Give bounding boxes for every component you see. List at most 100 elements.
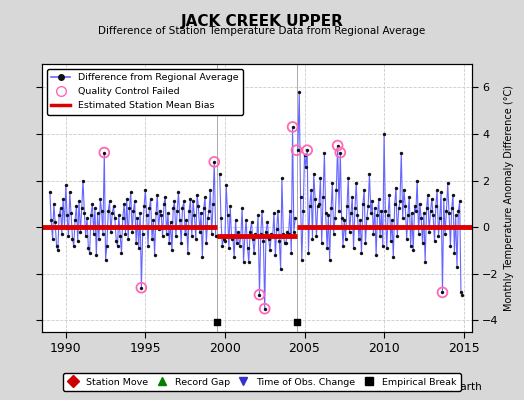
Point	[299, 208, 308, 214]
Point	[220, 236, 228, 242]
Point	[279, 231, 288, 237]
Y-axis label: Monthly Temperature Anomaly Difference (°C): Monthly Temperature Anomaly Difference (…	[504, 85, 514, 311]
Point	[201, 194, 209, 200]
Point	[408, 210, 416, 216]
Point	[182, 217, 191, 223]
Point	[347, 210, 355, 216]
Point	[246, 228, 254, 235]
Point	[340, 217, 348, 223]
Point	[381, 208, 389, 214]
Point	[138, 231, 147, 237]
Point	[239, 259, 248, 265]
Point	[153, 191, 161, 198]
Point	[143, 212, 151, 219]
Point	[252, 231, 260, 237]
Point	[169, 205, 178, 212]
Point	[327, 205, 335, 212]
Legend: Difference from Regional Average, Quality Control Failed, Estimated Station Mean: Difference from Regional Average, Qualit…	[47, 69, 243, 115]
Point	[209, 201, 217, 207]
Point	[67, 210, 75, 216]
Point	[412, 208, 420, 214]
Point	[303, 147, 311, 154]
Point	[389, 254, 398, 261]
Point	[217, 215, 225, 221]
Point	[302, 163, 310, 170]
Point	[161, 194, 169, 200]
Point	[262, 228, 270, 235]
Point	[255, 292, 264, 298]
Point	[307, 187, 315, 193]
Point	[173, 208, 181, 214]
Point	[271, 252, 280, 258]
Point	[88, 201, 96, 207]
Point	[282, 240, 290, 247]
Point	[107, 228, 115, 235]
Point	[357, 250, 366, 256]
Point	[232, 217, 240, 223]
Point	[407, 242, 415, 249]
Point	[287, 250, 296, 256]
Point	[247, 219, 256, 226]
Point	[265, 236, 273, 242]
Point	[148, 236, 156, 242]
Point	[116, 233, 124, 240]
Point	[170, 198, 179, 205]
Point	[78, 205, 86, 212]
Point	[200, 205, 208, 212]
Point	[292, 147, 301, 154]
Point	[428, 196, 436, 202]
Point	[215, 170, 224, 177]
Point	[268, 233, 277, 240]
Point	[285, 231, 293, 237]
Point	[345, 228, 354, 235]
Point	[233, 240, 241, 247]
Point	[454, 208, 463, 214]
Point	[361, 240, 369, 247]
Point	[344, 175, 353, 181]
Point	[429, 212, 438, 219]
Text: JACK CREEK UPPER: JACK CREEK UPPER	[181, 14, 343, 29]
Point	[128, 228, 136, 235]
Point	[104, 208, 113, 214]
Point	[427, 208, 435, 214]
Point	[210, 159, 219, 165]
Point	[124, 236, 133, 242]
Point	[125, 205, 134, 212]
Point	[188, 233, 196, 240]
Point	[390, 201, 399, 207]
Point	[414, 231, 423, 237]
Point	[333, 142, 342, 149]
Point	[258, 208, 266, 214]
Point	[115, 212, 123, 219]
Point	[237, 233, 245, 240]
Point	[298, 256, 306, 263]
Point	[55, 212, 63, 219]
Point	[315, 201, 323, 207]
Point	[205, 208, 213, 214]
Point	[227, 236, 236, 242]
Point	[136, 210, 144, 216]
Point	[373, 212, 381, 219]
Point	[230, 254, 238, 261]
Point	[422, 205, 431, 212]
Point	[194, 203, 203, 209]
Point	[292, 318, 301, 325]
Point	[53, 247, 62, 254]
Point	[152, 210, 160, 216]
Point	[339, 242, 347, 249]
Point	[82, 233, 90, 240]
Point	[126, 189, 135, 195]
Point	[312, 233, 321, 240]
Point	[336, 149, 344, 156]
Point	[242, 217, 250, 223]
Point	[155, 226, 163, 233]
Point	[168, 247, 176, 254]
Point	[129, 208, 138, 214]
Point	[278, 175, 286, 181]
Point	[402, 236, 411, 242]
Point	[398, 215, 407, 221]
Point	[425, 228, 433, 235]
Point	[57, 205, 65, 212]
Point	[47, 217, 56, 223]
Point	[79, 177, 87, 184]
